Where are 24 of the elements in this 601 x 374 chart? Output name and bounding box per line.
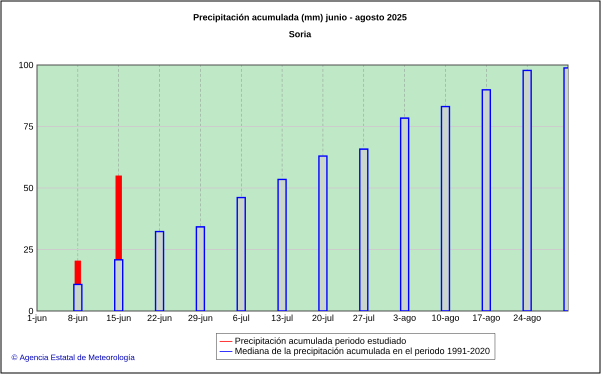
x-tick-label: 13-jul xyxy=(272,314,292,323)
x-tick-label: 29-jun xyxy=(188,314,212,323)
legend-label: Mediana de la precipitación acumulada en el periodo 1991-2020 xyxy=(236,347,490,356)
y-tick-label: 50 xyxy=(24,184,34,192)
bar xyxy=(73,284,83,311)
x-tick-label: 15-jun xyxy=(106,314,131,323)
bar xyxy=(114,259,124,311)
x-tick-label: 27-jul xyxy=(353,314,374,323)
chart-title: Precipitación acumulada (mm) junio - agosto 2025 xyxy=(194,14,407,22)
chart-subtitle: Soria xyxy=(289,30,312,38)
x-tick-label: 22-jun xyxy=(148,314,172,323)
x-tick-label: 10-ago xyxy=(432,314,460,323)
x-tick-label: 6-jul xyxy=(233,314,250,323)
x-tick-label: 17-ago xyxy=(473,314,500,323)
x-tick-label: 20-jul xyxy=(312,314,334,323)
x-tick-label: 24-ago xyxy=(514,314,541,323)
y-tick-label: 100 xyxy=(19,62,34,68)
y-tick-label: 25 xyxy=(24,246,34,253)
legend-label: Precipitación acumulada periodo estudiado xyxy=(236,337,406,346)
x-tick-label: 8-jun xyxy=(68,314,88,323)
y-tick-label: 0 xyxy=(28,308,34,314)
x-tick-label: 3-ago xyxy=(394,314,416,323)
x-tick-label: 1-jun xyxy=(28,314,46,323)
y-tick-label: 75 xyxy=(24,123,34,130)
